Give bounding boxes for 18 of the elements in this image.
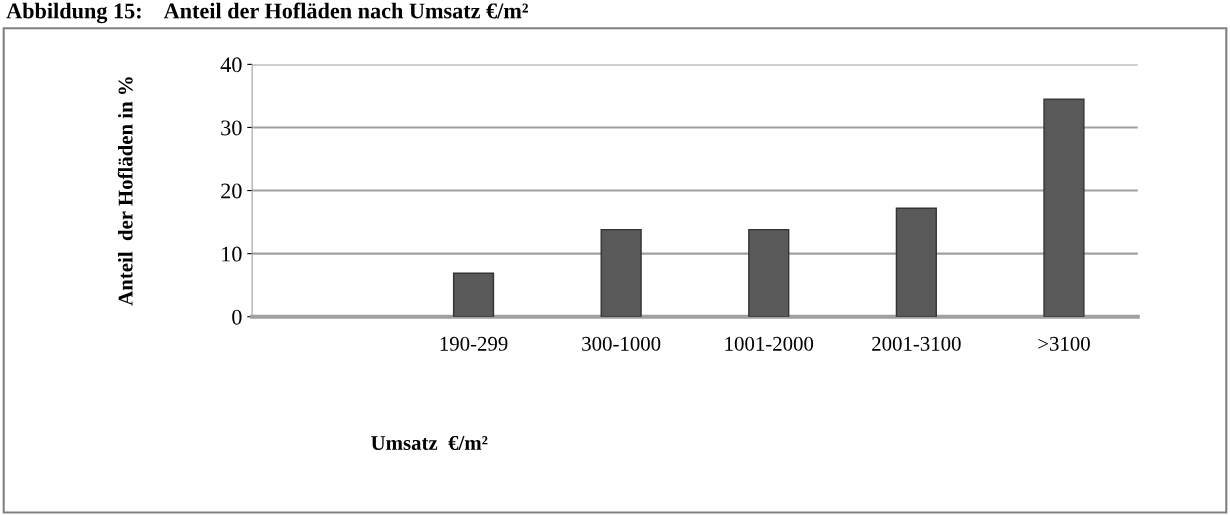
chart-title: Abbildung 15: Anteil der Hofläden nach Umsatz €/m² — [6, 2, 528, 24]
bar — [895, 207, 937, 317]
bar — [748, 228, 790, 317]
x-tick-label: 190-299 — [440, 336, 508, 351]
bar — [1043, 98, 1085, 317]
x-tick-label: 2001-3100 — [872, 336, 961, 351]
y-axis-title: Anteil der Hofläden in % — [117, 77, 133, 306]
y-tick-label: 40 — [220, 57, 242, 73]
bar — [600, 228, 642, 317]
x-tick-label: 1001-2000 — [725, 336, 814, 351]
y-tick-label: 10 — [222, 246, 242, 262]
y-tick-label: 0 — [232, 309, 242, 325]
bar — [452, 272, 495, 317]
y-tick-label: 30 — [221, 120, 242, 136]
x-tick-label: >3100 — [1038, 336, 1090, 351]
y-tick-label: 20 — [221, 183, 242, 199]
x-tick-label: 300-1000 — [582, 336, 661, 351]
x-axis-title: Umsatz €/m² — [371, 435, 488, 450]
